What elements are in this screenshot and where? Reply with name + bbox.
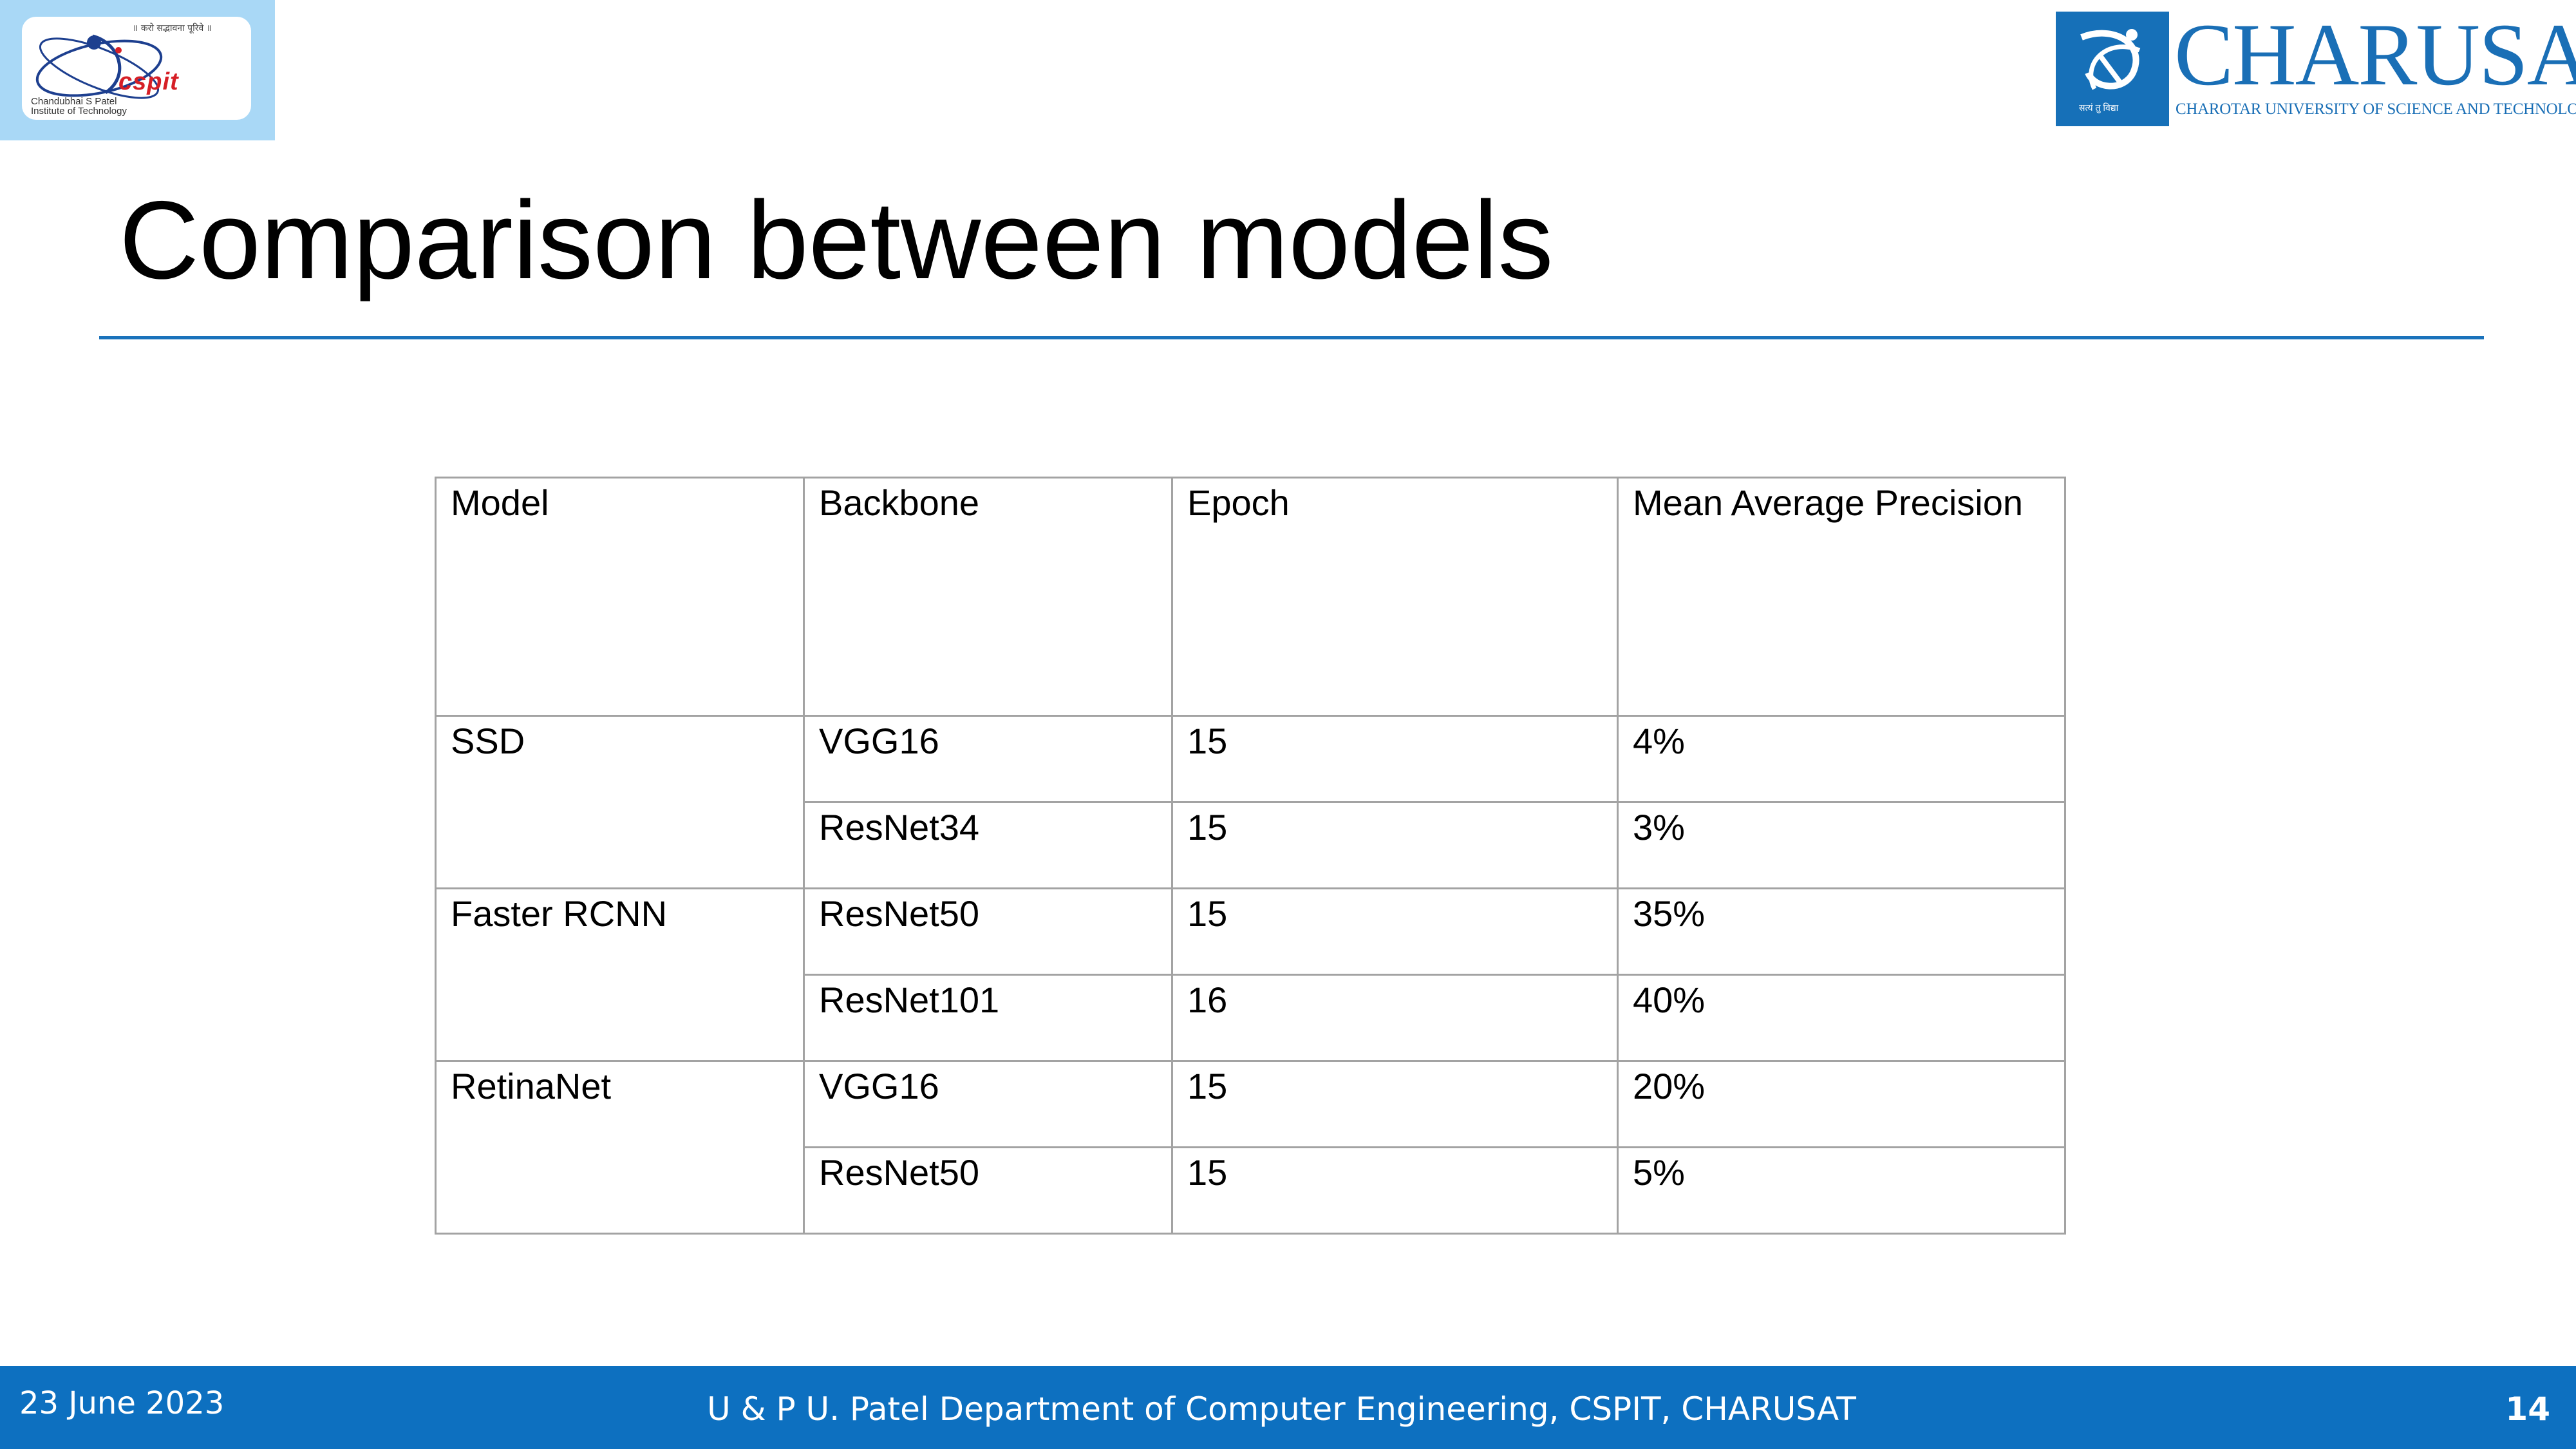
charusat-emblem: सत्यं तु विद्या — [2056, 12, 2169, 126]
epoch-cell: 15 — [1171, 715, 1619, 803]
map-cell: 20% — [1617, 1060, 2066, 1148]
backbone-cell: ResNet50 — [803, 887, 1173, 976]
backbone-cell: VGG16 — [803, 715, 1173, 803]
header-model: Model — [435, 477, 805, 717]
model-cell: Faster RCNN — [435, 887, 805, 1062]
header-backbone: Backbone — [803, 477, 1173, 717]
cspit-wordmark: cspit — [118, 68, 179, 95]
footer-department: U & P U. Patel Department of Computer En… — [0, 1390, 2576, 1428]
epoch-cell: 16 — [1171, 974, 1619, 1062]
charusat-emblem-icon — [2080, 29, 2141, 90]
model-cell: SSD — [435, 715, 805, 889]
table-row: ResNet50 15 5% — [436, 1146, 2066, 1235]
table-row: ResNet101 16 40% — [436, 974, 2066, 1062]
backbone-cell: VGG16 — [803, 1060, 1173, 1148]
charusat-emblem-caption: सत्यं तु विद्या — [2079, 102, 2119, 113]
cspit-institute-line-1: Chandubhai S Patel — [31, 96, 117, 107]
page-number: 14 — [2505, 1390, 2550, 1428]
page-title: Comparison between models — [119, 178, 1554, 302]
cspit-logo: ॥ करो सद्भावना पूरिवे ॥ cspit Chandubhai… — [0, 0, 275, 140]
footer-date: 23 June 2023 — [19, 1385, 225, 1421]
cspit-logo-card: ॥ करो सद्भावना पूरिवे ॥ cspit Chandubhai… — [22, 17, 251, 120]
map-cell: 5% — [1617, 1146, 2066, 1235]
epoch-cell: 15 — [1171, 1060, 1619, 1148]
epoch-cell: 15 — [1171, 887, 1619, 976]
backbone-cell: ResNet34 — [803, 801, 1173, 889]
table-row: Faster RCNN ResNet50 15 35% — [435, 887, 2066, 1062]
charusat-wordmark: CHARUSAT — [2174, 5, 2576, 104]
title-divider — [99, 336, 2484, 339]
model-cell: RetinaNet — [435, 1060, 805, 1235]
footer-department-text: U & P U. Patel Department of Computer En… — [707, 1390, 1856, 1428]
backbone-cell: ResNet50 — [803, 1146, 1173, 1235]
table-header-row: Model Backbone Epoch Mean Average Precis… — [435, 477, 2066, 717]
table-row: SSD VGG16 15 4% — [435, 715, 2066, 889]
map-cell: 4% — [1617, 715, 2066, 803]
epoch-cell: 15 — [1171, 801, 1619, 889]
table-row: RetinaNet VGG16 15 20% — [435, 1060, 2066, 1235]
cspit-institute-line-2: Institute of Technology — [31, 106, 127, 117]
atom-icon — [35, 34, 163, 99]
slide-footer: 23 June 2023 U & P U. Patel Department o… — [0, 1366, 2576, 1449]
cspit-institute-name: Chandubhai S Patel Institute of Technolo… — [31, 97, 237, 116]
table-row: ResNet34 15 3% — [436, 801, 2066, 889]
cspit-tagline: ॥ करो सद्भावना पूरिवे ॥ — [133, 23, 212, 33]
backbone-cell: ResNet101 — [803, 974, 1173, 1062]
header-map: Mean Average Precision — [1617, 477, 2066, 717]
charusat-subtitle: CHAROTAR UNIVERSITY OF SCIENCE AND TECHN… — [2176, 100, 2576, 118]
comparison-table: Model Backbone Epoch Mean Average Precis… — [435, 477, 2066, 1235]
map-cell: 35% — [1617, 887, 2066, 976]
charusat-logo: सत्यं तु विद्या CHARUSAT CHAROTAR UNIVER… — [2056, 10, 2576, 126]
header-epoch: Epoch — [1171, 477, 1619, 717]
map-cell: 40% — [1617, 974, 2066, 1062]
map-cell: 3% — [1617, 801, 2066, 889]
epoch-cell: 15 — [1171, 1146, 1619, 1235]
